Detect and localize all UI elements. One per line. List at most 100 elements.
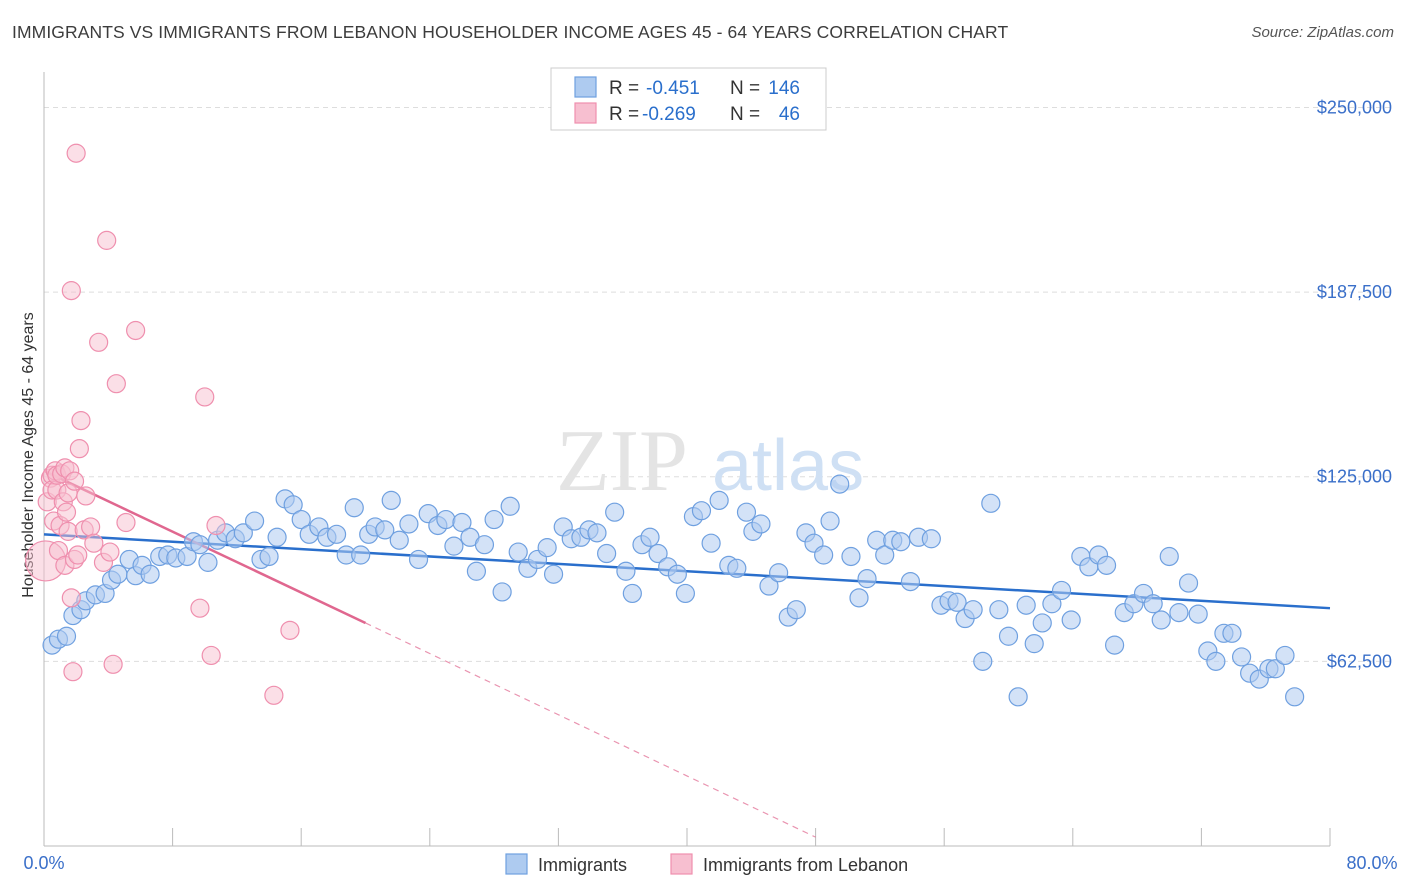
data-point-immigrants <box>1231 647 1252 667</box>
data-point-immigrants <box>875 545 895 565</box>
legend-r-label-1: R = <box>609 78 639 99</box>
data-point-immigrants <box>963 600 983 620</box>
legend-box <box>550 67 827 131</box>
data-point-lebanon <box>81 517 101 537</box>
data-point-immigrants <box>436 509 456 530</box>
data-point-lebanon <box>76 486 96 506</box>
data-point-immigrants <box>1188 604 1208 624</box>
watermark-atlas: atlas <box>712 426 864 506</box>
data-point-immigrants <box>1016 595 1036 615</box>
data-point-lebanon <box>106 374 126 394</box>
data-point-immigrants <box>1222 623 1242 643</box>
data-point-immigrants <box>389 530 409 550</box>
legend-n-value-2: 46 <box>779 104 800 125</box>
data-point-lebanon <box>69 439 89 459</box>
data-point-immigrants <box>709 490 729 510</box>
data-point-immigrants <box>1024 634 1044 654</box>
data-point-immigrants <box>452 512 472 533</box>
data-point-lebanon <box>71 410 91 431</box>
data-point-immigrants <box>1143 594 1163 614</box>
data-point-immigrants <box>691 501 712 521</box>
series-lebanon-points <box>25 143 300 705</box>
data-point-immigrants <box>759 576 779 596</box>
y-tick-label: $250,000 <box>1317 97 1392 117</box>
data-point-immigrants <box>267 527 287 547</box>
x-tick-label-max: 80.0% <box>1346 853 1397 873</box>
legend-n-label-1: N = <box>730 78 760 99</box>
data-point-lebanon <box>264 685 284 705</box>
bottom-legend-swatch-immigrants <box>505 853 528 875</box>
data-point-lebanon <box>103 654 123 674</box>
data-point-lebanon <box>206 515 226 536</box>
data-point-immigrants <box>998 626 1019 646</box>
data-point-immigrants <box>616 561 636 581</box>
data-point-immigrants <box>648 543 668 564</box>
bottom-legend-swatch-lebanon <box>670 853 693 875</box>
data-point-immigrants <box>981 493 1001 513</box>
data-point-immigrants <box>399 514 419 534</box>
y-axis-tick-labels: $62,500 $125,000 $187,500 $250,000 <box>1317 97 1392 671</box>
data-point-immigrants <box>814 545 834 565</box>
data-point-immigrants <box>841 546 861 567</box>
data-point-lebanon <box>97 230 117 250</box>
data-point-immigrants <box>751 514 771 534</box>
series-immigrants-points <box>42 474 1305 707</box>
data-point-immigrants <box>537 538 557 558</box>
data-point-immigrants <box>259 546 279 567</box>
legend-swatch-lebanon <box>574 102 597 124</box>
data-point-immigrants <box>344 498 364 518</box>
data-point-immigrants <box>1051 580 1072 601</box>
data-point-immigrants <box>667 564 687 584</box>
data-point-immigrants <box>622 583 642 604</box>
data-point-immigrants <box>56 626 77 646</box>
data-point-immigrants <box>1042 594 1062 614</box>
data-point-lebanon <box>56 502 77 522</box>
legend-r-value-2: -0.269 <box>642 104 696 125</box>
source-credit: Source: ZipAtlas.com <box>1251 24 1394 41</box>
bottom-legend-label-lebanon: Immigrants from Lebanon <box>703 855 908 875</box>
data-point-immigrants <box>1206 651 1226 671</box>
data-point-immigrants <box>830 474 850 494</box>
data-point-lebanon <box>280 620 300 640</box>
data-point-immigrants <box>1032 613 1052 633</box>
data-point-immigrants <box>291 509 311 530</box>
data-point-immigrants <box>587 523 607 543</box>
data-point-immigrants <box>244 511 265 531</box>
y-axis-title: Householder Income Ages 45 - 64 years <box>20 312 37 598</box>
data-point-lebanon <box>64 471 85 491</box>
data-point-immigrants <box>1275 645 1295 666</box>
data-point-immigrants <box>786 600 806 620</box>
data-point-immigrants <box>921 529 941 549</box>
data-point-lebanon <box>61 588 81 608</box>
data-point-immigrants <box>444 536 464 556</box>
data-point-immigrants <box>1008 687 1028 707</box>
trend-line-lebanon-extension <box>365 622 816 838</box>
data-point-lebanon <box>195 387 215 407</box>
data-point-immigrants <box>947 592 967 612</box>
bottom-legend-label-immigrants: Immigrants <box>538 855 627 875</box>
data-point-lebanon <box>66 143 86 163</box>
x-axis-ticks <box>43 828 1331 846</box>
data-point-immigrants <box>500 496 520 516</box>
data-point-lebanon <box>84 533 104 553</box>
data-point-immigrants <box>973 651 993 671</box>
data-point-immigrants <box>1104 635 1125 655</box>
legend-r-value-1: -0.451 <box>646 78 700 99</box>
data-point-immigrants <box>857 569 877 589</box>
data-point-immigrants <box>1265 659 1285 679</box>
data-point-lebanon <box>190 598 210 618</box>
data-point-lebanon <box>100 542 120 562</box>
data-point-immigrants <box>408 549 429 570</box>
correlation-legend: R = -0.451 N = 146 R = -0.269 N = 46 <box>550 67 827 131</box>
data-point-lebanon <box>126 320 146 341</box>
data-point-immigrants <box>727 558 747 578</box>
data-point-lebanon <box>63 662 83 682</box>
data-point-immigrants <box>701 533 721 553</box>
data-point-immigrants <box>466 561 487 581</box>
data-point-lebanon <box>201 645 221 666</box>
data-point-lebanon <box>61 281 81 301</box>
data-point-immigrants <box>543 564 564 584</box>
data-point-immigrants <box>381 490 401 510</box>
data-point-immigrants <box>900 571 921 592</box>
